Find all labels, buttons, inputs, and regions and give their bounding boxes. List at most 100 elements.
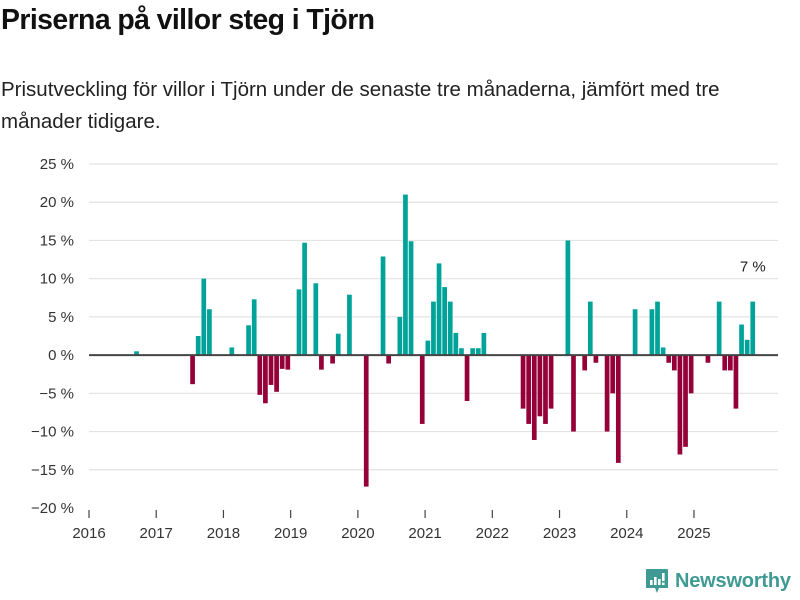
bar-2023-07 <box>593 355 599 363</box>
y-tick-label: −15 % <box>31 462 74 479</box>
bar-2025-10 <box>744 339 750 356</box>
bar-2025-11 <box>750 301 756 356</box>
bar-2019-03 <box>302 242 307 356</box>
bar-2018-02 <box>229 347 235 356</box>
last-value-label: 7 % <box>740 259 766 276</box>
bar-2025-07 <box>727 355 733 371</box>
bar-2018-07 <box>257 355 263 395</box>
bar-2023-11 <box>615 355 621 463</box>
bar-2021-03 <box>436 263 442 356</box>
bar-2019-11 <box>347 294 352 356</box>
bar-2020-10 <box>408 241 414 356</box>
bar-2017-08 <box>195 336 201 356</box>
bar-2024-10 <box>677 355 683 455</box>
x-tick-label: 2021 <box>408 525 441 542</box>
y-tick-label: 10 % <box>40 271 74 288</box>
bar-2018-10 <box>274 355 279 392</box>
bar-2023-03 <box>571 355 576 432</box>
y-tick-label: −20 % <box>31 500 74 517</box>
bar-2024-08 <box>666 355 672 363</box>
bar-2021-09 <box>470 348 476 356</box>
x-tick-label: 2023 <box>543 525 576 542</box>
bar-2018-05 <box>246 325 251 356</box>
bar-2023-10 <box>610 355 616 394</box>
bar-2020-08 <box>397 316 403 356</box>
bar-2017-09 <box>201 278 207 356</box>
bar-2019-09 <box>335 333 341 356</box>
bar-2022-07 <box>526 355 532 424</box>
y-tick-label: 25 % <box>40 156 74 173</box>
x-tick-label: 2024 <box>610 525 643 542</box>
bar-2021-02 <box>431 301 436 356</box>
bar-2018-12 <box>285 355 291 370</box>
bar-2021-06 <box>453 332 459 356</box>
y-axis-labels: 25 % 20 % 15 % 10 % 5 % 0 % −5 % −10 % −15 % −20 … <box>31 156 74 517</box>
bar-2024-05 <box>649 309 655 356</box>
y-tick-label: 0 % <box>48 347 74 364</box>
bar-2022-09 <box>537 355 543 417</box>
bar-2021-11 <box>481 332 487 356</box>
newsworthy-logo: Newsworthy <box>645 568 791 594</box>
y-tick-label: −10 % <box>31 424 74 441</box>
chart-title: Priserna på villor steg i Tjörn <box>1 4 375 36</box>
x-tick-label: 2019 <box>274 525 307 542</box>
bar-2020-05 <box>380 256 386 356</box>
bar-2025-05 <box>716 301 722 356</box>
bar-2018-06 <box>251 299 257 356</box>
chart-subtitle: Prisutveckling för villor i Tjörn under … <box>1 78 720 133</box>
y-tick-label: −5 % <box>39 385 74 402</box>
bar-2021-08 <box>464 355 470 401</box>
bar-2021-04 <box>442 287 448 356</box>
x-tick-label: 2016 <box>72 525 105 542</box>
gridlines <box>89 163 778 471</box>
bar-2025-09 <box>739 324 744 356</box>
bar-2025-03 <box>705 355 711 363</box>
bar-2024-11 <box>683 355 688 447</box>
bars <box>134 194 756 487</box>
x-tick-label: 2025 <box>677 525 710 542</box>
x-tick-label: 2018 <box>207 525 240 542</box>
bar-2019-02 <box>296 289 302 356</box>
x-axis: 2016 2017 2018 2019 2020 2021 2022 2023 2024 2025 <box>72 510 711 542</box>
annotations: 7 % <box>740 259 766 276</box>
bar-2021-05 <box>447 301 453 356</box>
bar-2019-05 <box>313 283 319 356</box>
x-tick-label: 2022 <box>476 525 509 542</box>
bar-2025-08 <box>733 355 739 409</box>
bar-2021-01 <box>425 340 431 356</box>
bar-2020-09 <box>403 194 408 356</box>
bar-2023-06 <box>587 301 593 356</box>
bar-2019-06 <box>319 355 324 370</box>
bar-2022-10 <box>543 355 548 424</box>
bar-2022-08 <box>531 355 537 440</box>
bar-2018-09 <box>268 355 274 385</box>
bar-2024-02 <box>632 309 638 356</box>
bar-2020-02 <box>363 355 369 487</box>
bar-2024-06 <box>655 301 660 356</box>
bar-2021-07 <box>459 348 464 356</box>
y-tick-label: 20 % <box>40 194 74 211</box>
bar-2019-08 <box>330 355 335 364</box>
bar-2017-10 <box>207 309 212 356</box>
bar-2023-02 <box>565 240 571 356</box>
bar-2024-07 <box>660 347 666 356</box>
bar-2016-09 <box>134 351 139 356</box>
bar-2024-09 <box>671 355 677 371</box>
bar-2024-12 <box>688 355 694 394</box>
x-tick-label: 2020 <box>341 525 374 542</box>
newsworthy-logo-text: Newsworthy <box>675 569 791 592</box>
bar-2021-10 <box>475 348 481 356</box>
x-tick-label: 2017 <box>140 525 173 542</box>
y-tick-label: 5 % <box>48 309 74 326</box>
bar-2022-06 <box>520 355 526 409</box>
bar-2022-11 <box>548 355 554 409</box>
bar-2018-08 <box>263 355 268 404</box>
bar-2020-06 <box>386 355 391 364</box>
bar-2025-06 <box>722 355 728 371</box>
bar-2023-09 <box>604 355 610 432</box>
bar-2020-12 <box>419 355 425 424</box>
y-tick-label: 15 % <box>40 232 74 249</box>
newsworthy-logo-icon <box>646 569 668 593</box>
bar-2018-11 <box>279 355 285 369</box>
